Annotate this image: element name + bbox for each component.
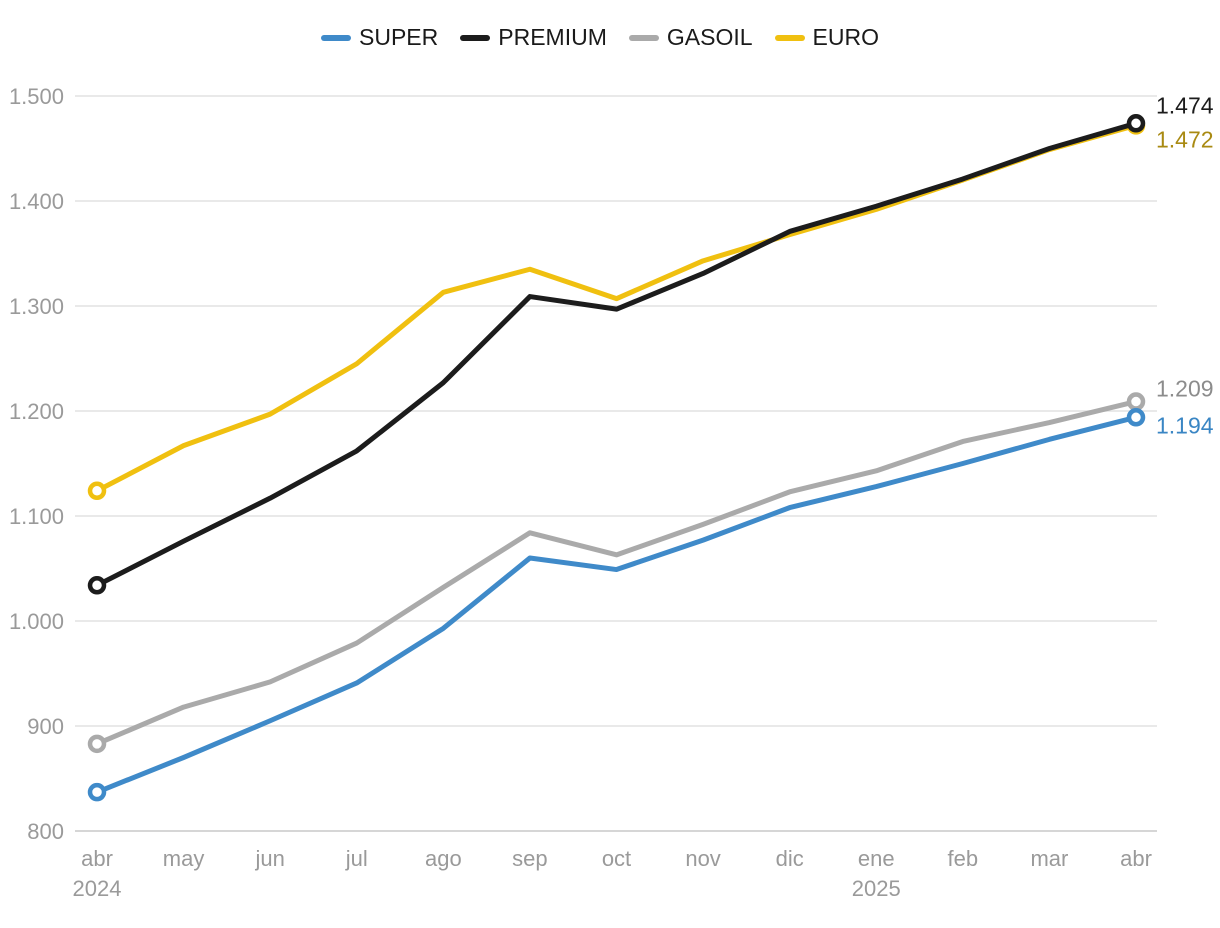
x-tick-label: ene xyxy=(858,846,895,871)
series-line-super xyxy=(94,414,1139,795)
y-tick-label: 1.000 xyxy=(9,609,64,634)
legend-label: SUPER xyxy=(359,24,439,50)
legend-label: EURO xyxy=(812,24,879,50)
y-tick-label: 1.200 xyxy=(9,399,64,424)
y-tick-label: 1.300 xyxy=(9,294,64,319)
end-marker-euro xyxy=(87,481,107,501)
x-tick-label: jun xyxy=(254,846,284,871)
x-tick-label: abr xyxy=(1120,846,1152,871)
x-tick-label: mar xyxy=(1030,846,1068,871)
end-marker-gasoil xyxy=(87,734,107,754)
legend-item-euro: EURO xyxy=(774,24,879,51)
x-tick-label: ago xyxy=(425,846,462,871)
x-tick-label: dic xyxy=(776,846,804,871)
end-marker-super xyxy=(87,782,107,802)
legend-label: GASOIL xyxy=(666,24,753,50)
x-year-label: 2025 xyxy=(852,876,901,901)
end-label-super: 1.194 xyxy=(1156,412,1214,438)
y-tick-label: 1.100 xyxy=(9,504,64,529)
x-tick-label: feb xyxy=(948,846,979,871)
end-marker-gasoil xyxy=(1126,392,1146,411)
series-line-gasoil xyxy=(94,399,1139,747)
legend-item-super: SUPER xyxy=(321,24,438,51)
x-tick-label: oct xyxy=(602,846,631,871)
end-label-premium: 1.474 xyxy=(1156,92,1214,118)
x-tick-label: abr xyxy=(81,846,113,871)
end-label-gasoil: 1.209 xyxy=(1156,376,1214,402)
end-label-euro: 1.472 xyxy=(1156,126,1214,152)
legend: SUPER PREMIUM GASOIL EURO xyxy=(0,24,1200,51)
y-tick-label: 900 xyxy=(27,714,64,739)
legend-item-gasoil: GASOIL xyxy=(628,24,753,51)
legend-swatch xyxy=(321,34,351,41)
end-marker-super xyxy=(1126,408,1146,427)
legend-swatch xyxy=(460,34,491,41)
y-tick-label: 800 xyxy=(27,819,64,844)
y-tick-label: 1.500 xyxy=(9,84,64,109)
legend-item-premium: PREMIUM xyxy=(460,24,607,51)
x-tick-label: jul xyxy=(345,846,368,871)
end-marker-premium xyxy=(1126,114,1146,133)
x-tick-label: sep xyxy=(512,846,547,871)
legend-label: PREMIUM xyxy=(498,24,607,50)
legend-swatch xyxy=(774,34,805,41)
end-marker-premium xyxy=(87,576,107,595)
y-tick-label: 1.400 xyxy=(9,189,64,214)
x-tick-label: may xyxy=(163,846,205,871)
legend-swatch xyxy=(628,34,659,41)
series-line-premium xyxy=(94,120,1139,588)
x-year-label: 2024 xyxy=(73,876,122,901)
x-tick-label: nov xyxy=(685,846,720,871)
